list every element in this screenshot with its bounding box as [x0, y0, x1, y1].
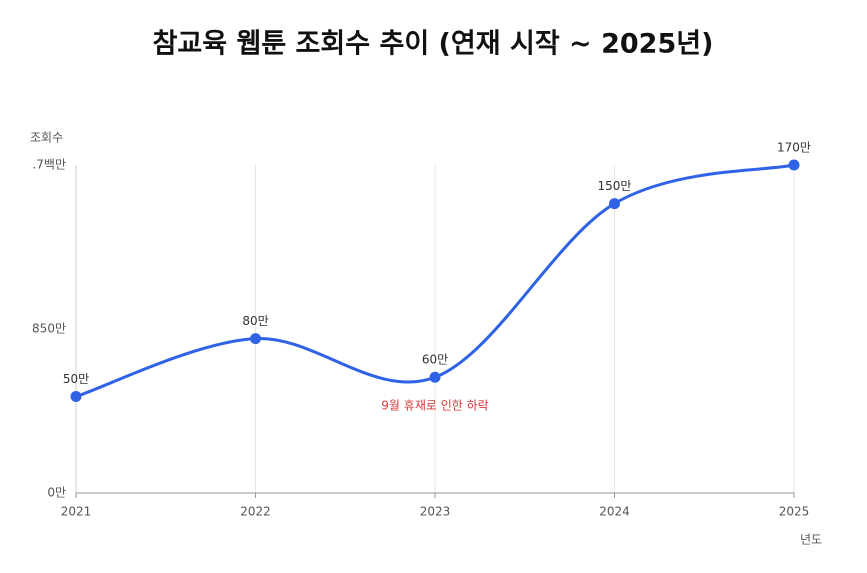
x-tick-label: 2025: [779, 505, 810, 519]
y-tick-label: .7백만: [32, 158, 66, 172]
x-tick-label: 2023: [420, 505, 451, 519]
chart-title: 참교육 웹툰 조회수 추이 (연재 시작 ~ 2025년): [153, 29, 714, 60]
annotation: 9월 휴재로 인한 하락: [381, 399, 488, 413]
y-tick-label: 850만: [32, 322, 66, 336]
x-tick-label: 2024: [599, 505, 630, 519]
y-tick-label: 0만: [47, 486, 66, 500]
point: [250, 333, 261, 345]
x-axis-title: 년도: [800, 533, 822, 547]
data-label: 170만: [777, 141, 811, 155]
data-label: 60만: [422, 353, 448, 367]
data-label: 50만: [63, 372, 89, 386]
point: [429, 371, 441, 383]
y-axis-title: 조회수: [30, 131, 63, 145]
point: [788, 159, 800, 171]
data-label: 150만: [598, 179, 632, 193]
point: [609, 198, 620, 210]
point: [70, 391, 82, 403]
data-label: 80만: [242, 314, 268, 328]
x-tick-label: 2022: [240, 505, 271, 519]
x-tick-label: 2021: [61, 505, 92, 519]
